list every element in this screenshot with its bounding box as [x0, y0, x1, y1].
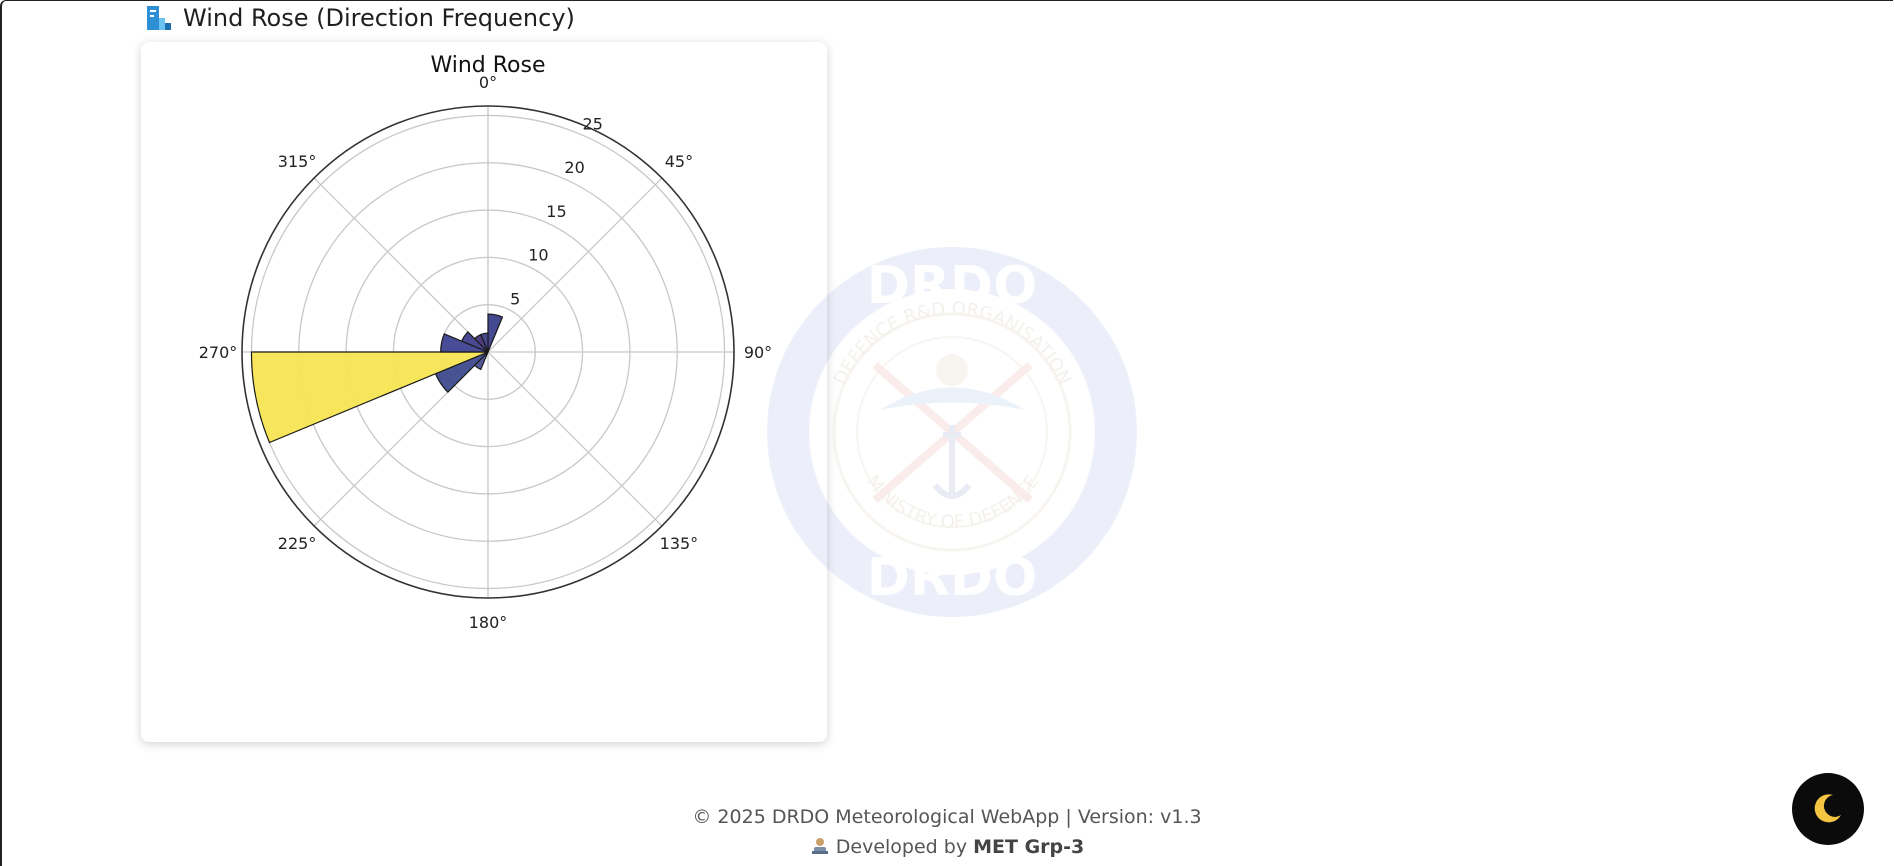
section-title: Wind Rose (Direction Frequency): [183, 4, 575, 32]
footer-copyright-text: © 2025 DRDO Meteorological WebApp | Vers…: [692, 806, 1202, 828]
radial-tick-label: 25: [583, 114, 603, 133]
radial-tick-label: 15: [546, 202, 566, 221]
footer-copyright: © 2025 DRDO Meteorological WebApp | Vers…: [0, 806, 1894, 828]
angle-tick-label: 45°: [665, 152, 693, 171]
watermark-bottom-text: DRDO: [867, 548, 1038, 608]
angle-tick-label: 180°: [469, 613, 508, 632]
wind-rose-chart-card: Wind Rose 0° 45° 90° 135° 180° 225° 270° 315° 5 1…: [141, 42, 827, 742]
wind-rose-bar: [460, 331, 489, 353]
grid-spoke: [487, 177, 663, 353]
developer-icon: [810, 836, 830, 856]
angle-tick-label: 270°: [199, 343, 238, 362]
watermark-top-text: DRDO: [867, 256, 1038, 316]
angle-tick-label: 0°: [479, 73, 497, 92]
wind-rose-bar: [479, 332, 489, 353]
angle-tick-label: 315°: [278, 152, 317, 171]
chart-title: Wind Rose: [430, 53, 545, 78]
watermark-ring-top: DEFENCE R&D ORGANISATION: [830, 298, 1075, 388]
footer-developer: Developed by MET Grp-3: [0, 836, 1894, 858]
footer-developer-prefix: Developed by: [835, 836, 974, 858]
section-header: Wind Rose (Direction Frequency): [145, 0, 575, 36]
emblem-icon: [872, 354, 1033, 504]
angle-tick-label: 90°: [744, 343, 772, 362]
angle-tick-label: 225°: [278, 534, 317, 553]
svg-text:DEFENCE R&D ORGANISATION: DEFENCE R&D ORGANISATION: [830, 298, 1075, 388]
wind-rose-bar: [250, 351, 489, 444]
svg-text:MINISTRY OF DEFENCE: MINISTRY OF DEFENCE: [862, 471, 1043, 533]
svg-text:DRDO: DRDO: [867, 548, 1038, 608]
polar-frame: [241, 105, 735, 599]
theme-toggle-button[interactable]: [1792, 773, 1864, 845]
tick-labels: 0° 45° 90° 135° 180° 225° 270° 315° 5 10 15 20 25: [199, 73, 772, 632]
radial-tick-label: 20: [564, 158, 584, 177]
footer-team-name: MET Grp-3: [973, 836, 1085, 858]
svg-text:DRDO: DRDO: [867, 256, 1038, 316]
radial-tick-label: 10: [528, 246, 548, 265]
bar-chart-icon: [145, 4, 173, 32]
grid-spoke: [487, 351, 663, 527]
moon-icon: [1811, 791, 1845, 828]
wind-rose-bar: [487, 313, 504, 353]
watermark-ring-bottom: MINISTRY OF DEFENCE: [862, 471, 1043, 533]
wind-rose-chart: Wind Rose 0° 45° 90° 135° 180° 225° 270° 315° 5 1…: [199, 53, 772, 632]
grid-spoke: [313, 177, 489, 353]
bar-layer: [250, 313, 504, 444]
angle-tick-label: 135°: [660, 534, 699, 553]
radial-tick-label: 5: [510, 289, 520, 308]
